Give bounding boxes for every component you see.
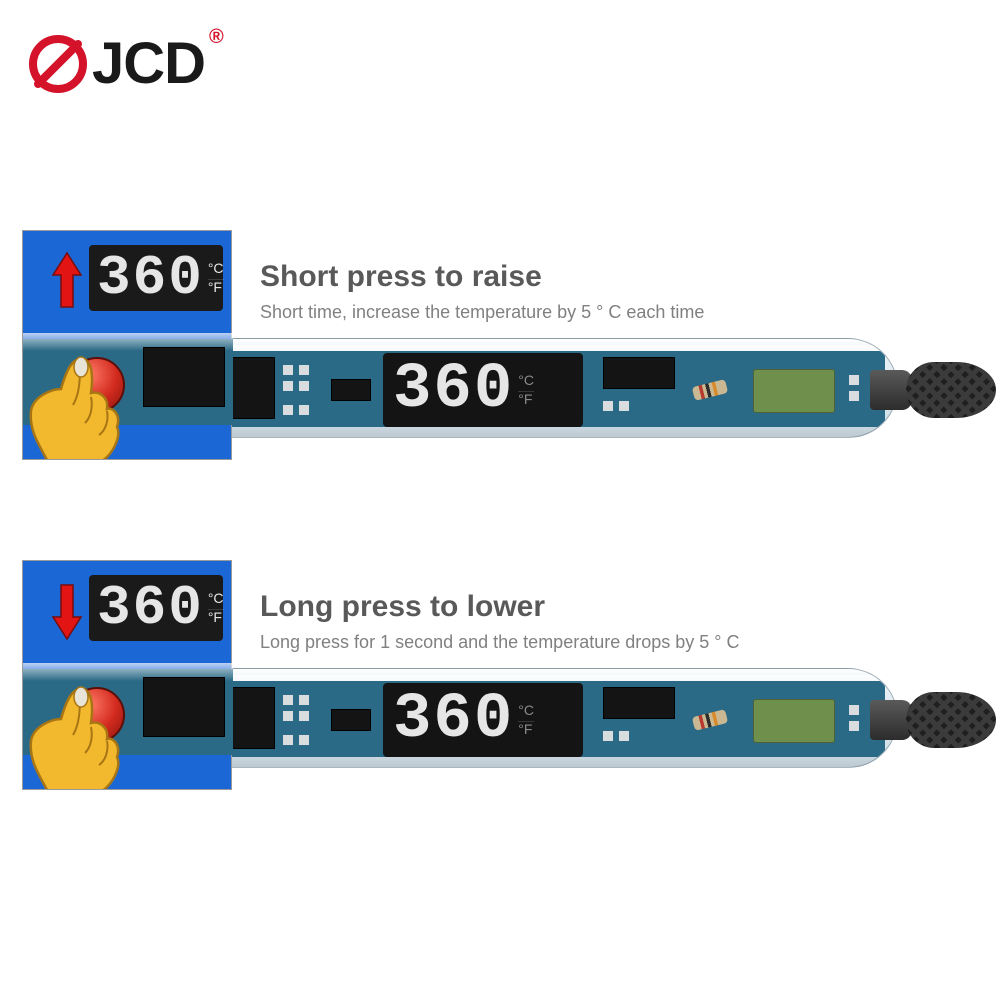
green-chip: [753, 699, 835, 743]
unit-c: °C: [518, 373, 534, 391]
device-lcd: 360 °C °F: [383, 353, 583, 427]
cable-icon: [870, 692, 990, 748]
brand-logo: JCD ®: [28, 30, 224, 97]
lcd-value: 360: [393, 354, 514, 426]
callout-finger-zone: [23, 661, 233, 789]
lower-subtitle: Long press for 1 second and the temperat…: [260, 632, 739, 653]
lcd-value: 360: [393, 684, 514, 756]
resistor-icon: [692, 709, 728, 731]
resistor-icon: [692, 379, 728, 401]
green-chip: [753, 369, 835, 413]
callout-raise: 360 °C °F: [22, 230, 232, 460]
cable-icon: [870, 362, 990, 418]
logo-mark-icon: [28, 34, 88, 94]
callout-lcd-value: 360: [97, 576, 204, 640]
raise-title: Short press to raise: [260, 260, 542, 294]
callout-lcd: 360 °C °F: [89, 575, 223, 641]
finger-icon: [23, 349, 131, 459]
unit-f: °F: [518, 392, 534, 407]
arrow-down-icon: [51, 581, 83, 646]
lower-title: Long press to lower: [260, 590, 545, 624]
lcd-units: °C °F: [518, 373, 534, 407]
callout-lcd: 360 °C °F: [89, 245, 223, 311]
callout-finger-zone: [23, 331, 233, 459]
callout-lcd-units: °C °F: [208, 261, 224, 295]
device-lcd: 360 °C °F: [383, 683, 583, 757]
lcd-units: °C °F: [518, 703, 534, 737]
brand-name: JCD: [92, 30, 205, 97]
registered-mark: ®: [209, 26, 224, 49]
callout-lower: 360 °C °F: [22, 560, 232, 790]
callout-lcd-units: °C °F: [208, 591, 224, 625]
callout-lcd-value: 360: [97, 246, 204, 310]
raise-subtitle: Short time, increase the temperature by …: [260, 302, 704, 323]
finger-icon: [23, 679, 131, 789]
arrow-up-icon: [51, 251, 83, 316]
